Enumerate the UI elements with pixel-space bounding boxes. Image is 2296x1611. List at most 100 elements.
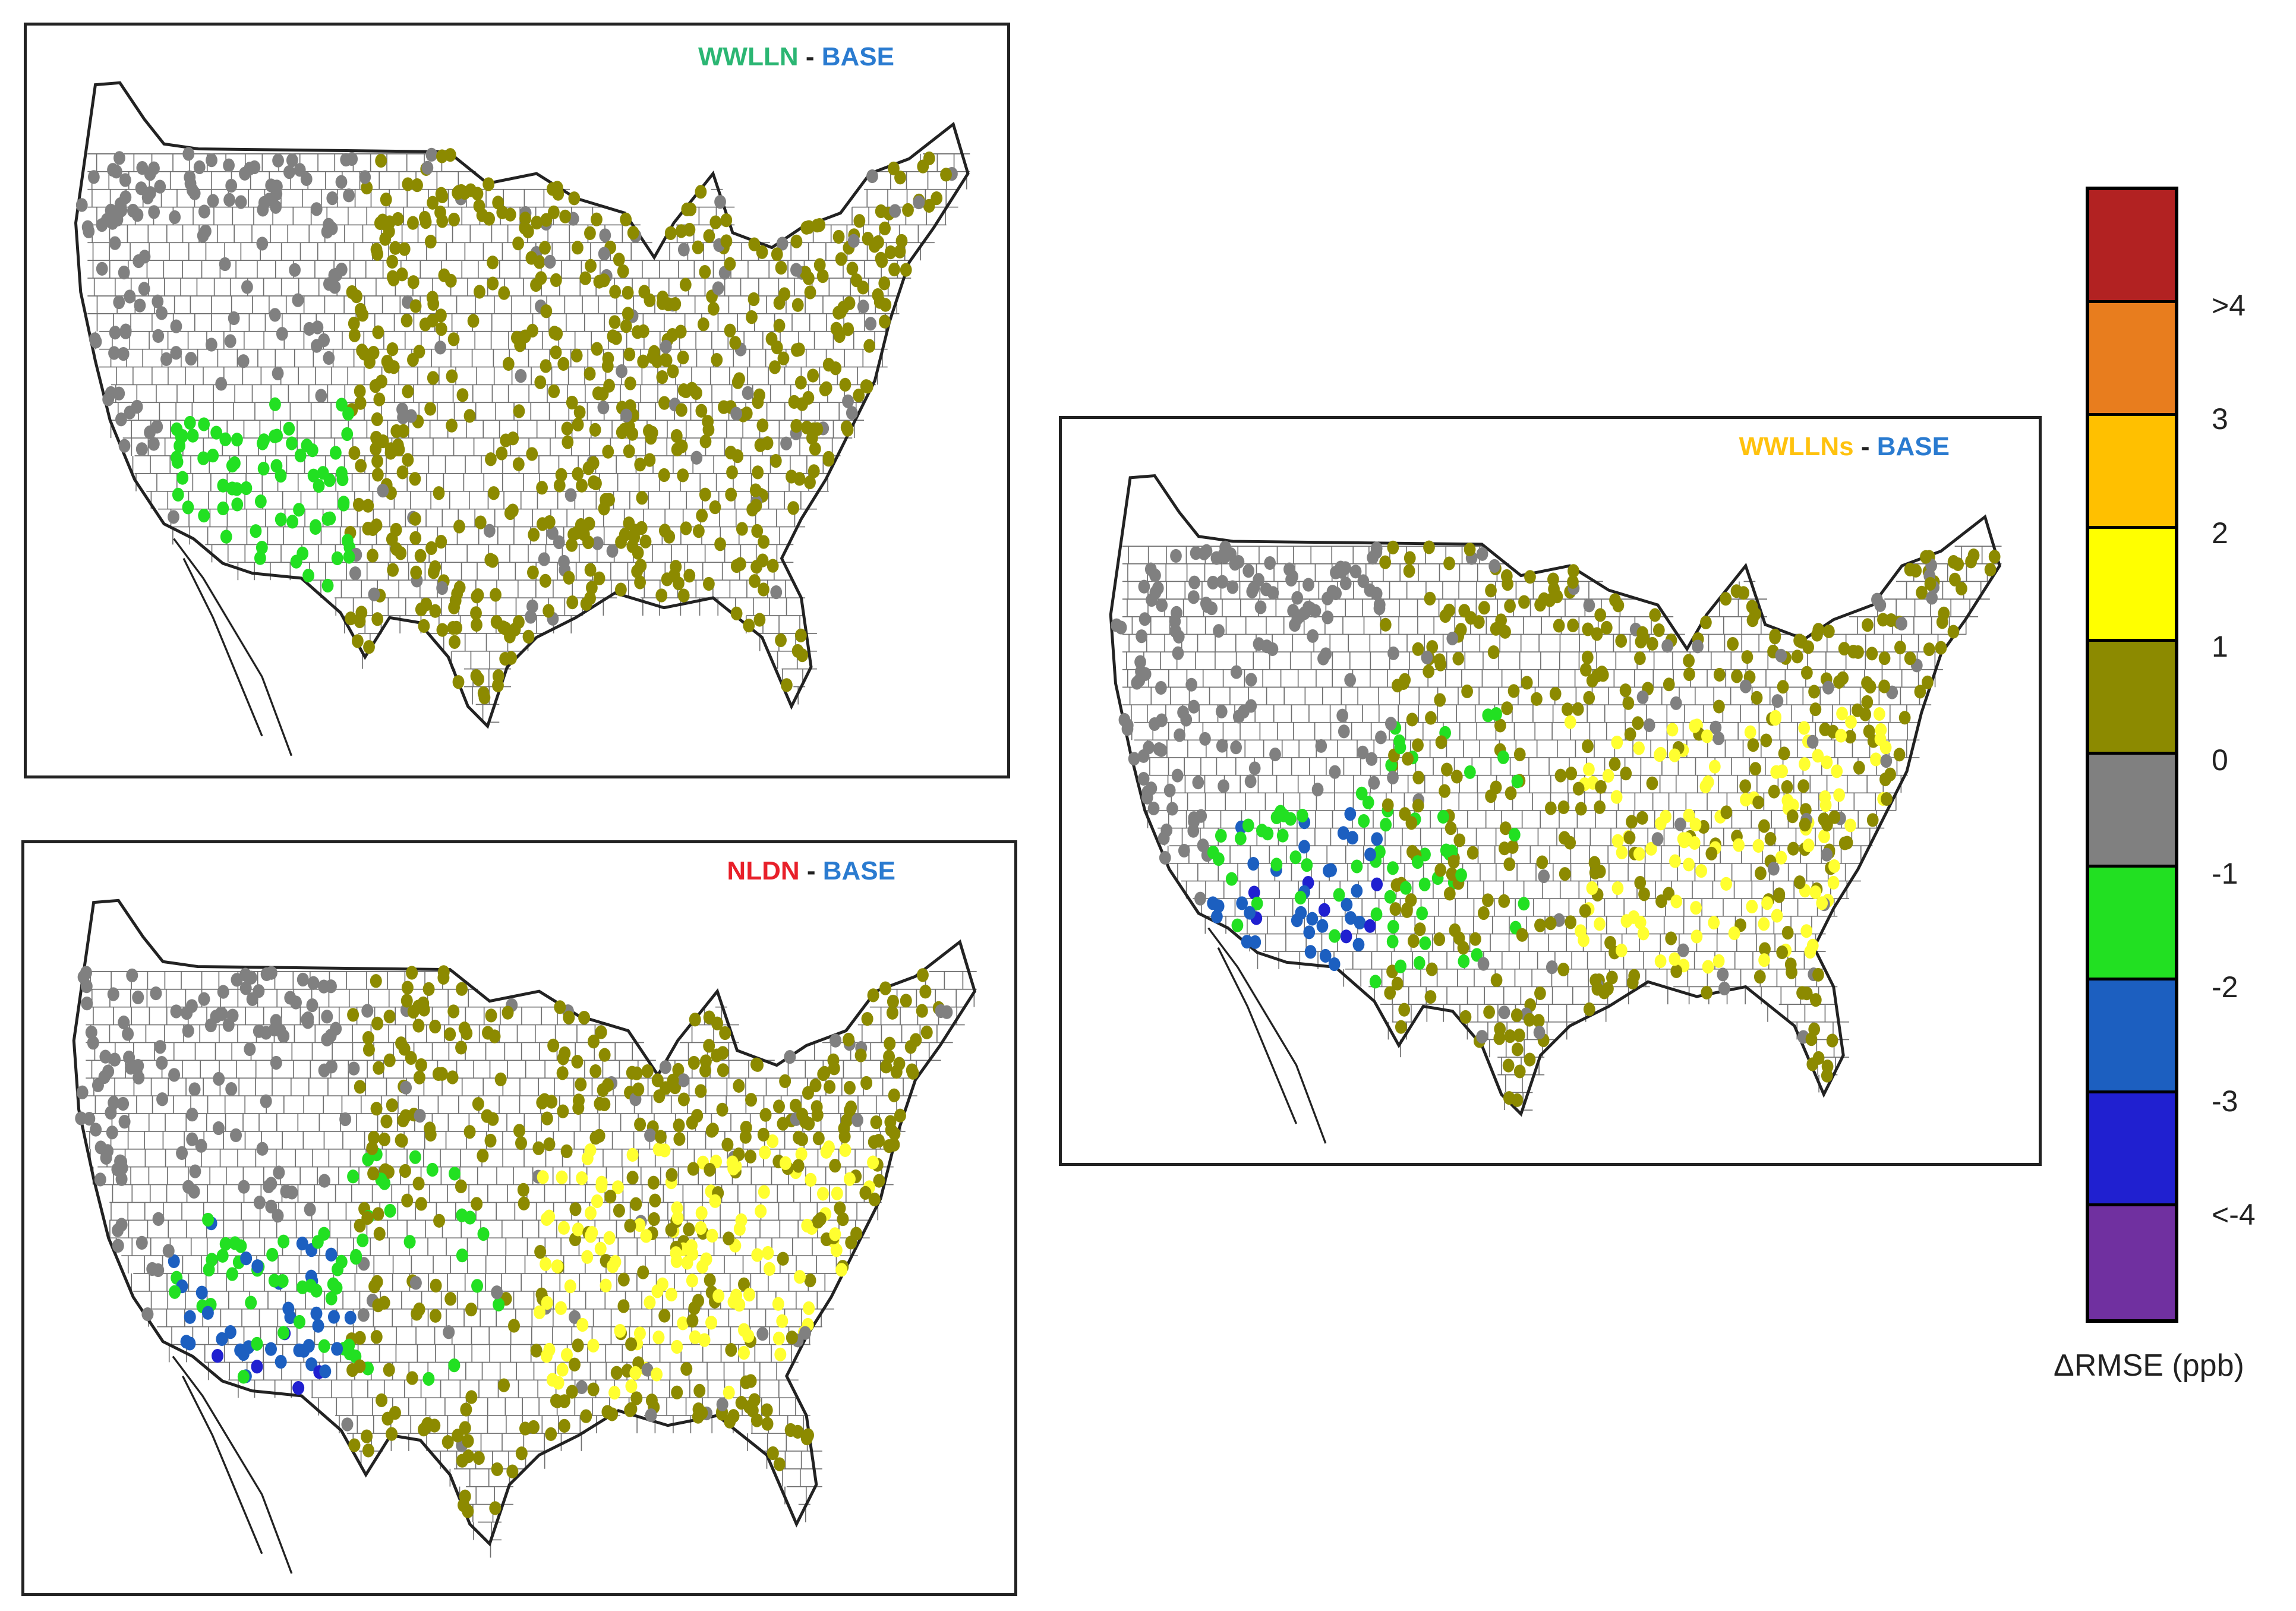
station-dot — [644, 1295, 656, 1310]
station-dot — [680, 384, 692, 399]
station-dot — [717, 1063, 729, 1077]
station-dot — [876, 254, 888, 269]
station-dot — [133, 1070, 145, 1084]
station-dot — [228, 311, 240, 326]
station-dot — [1344, 673, 1357, 687]
station-dot — [1771, 694, 1784, 708]
country-outline — [1109, 474, 2001, 1117]
station-dot — [1524, 570, 1536, 584]
station-dot — [1399, 881, 1412, 895]
station-dot — [1615, 633, 1628, 648]
station-dot — [622, 307, 634, 321]
station-dot — [487, 256, 499, 270]
station-dot — [425, 147, 438, 162]
station-dot — [846, 261, 859, 276]
station-dot — [1710, 720, 1722, 734]
station-dot — [477, 1149, 489, 1163]
station-dot — [608, 315, 621, 329]
station-dot — [168, 1254, 180, 1269]
station-dot — [189, 1164, 201, 1178]
station-dot — [634, 458, 646, 472]
station-dot — [1770, 712, 1781, 726]
station-dot — [593, 571, 605, 585]
station-dot — [1384, 717, 1397, 731]
station-dot — [1544, 801, 1557, 815]
station-dot — [364, 355, 376, 369]
station-dot — [331, 1342, 343, 1356]
station-dot — [1841, 836, 1853, 850]
station-dot — [547, 1038, 560, 1053]
station-dot — [696, 1405, 708, 1420]
station-dot — [217, 985, 229, 999]
station-dot — [584, 367, 596, 381]
station-dot — [1253, 573, 1264, 587]
station-dot — [1207, 845, 1219, 859]
station-dot — [1264, 556, 1276, 570]
panel-title: WWLLNs - BASE — [1739, 432, 1950, 462]
station-dot — [270, 459, 283, 473]
station-dot — [677, 588, 690, 603]
station-dot — [589, 423, 601, 437]
station-dot — [409, 531, 422, 546]
station-dot — [1261, 639, 1273, 654]
station-dot — [373, 1227, 386, 1241]
station-dot — [407, 275, 420, 289]
station-dot — [147, 437, 160, 451]
station-dot — [1602, 768, 1614, 783]
station-dot — [705, 1316, 718, 1330]
station-dot — [822, 450, 835, 465]
station-dot — [456, 982, 468, 996]
station-dot — [1798, 721, 1810, 735]
station-dot — [386, 1427, 398, 1441]
station-dot — [1809, 702, 1822, 717]
station-dot — [1425, 962, 1438, 976]
station-dot — [1245, 673, 1257, 687]
station-dot — [1538, 592, 1550, 606]
station-dot — [107, 163, 119, 177]
station-dot — [1367, 550, 1379, 565]
station-dot — [534, 375, 547, 389]
station-dot — [119, 173, 131, 187]
station-dot — [653, 1089, 666, 1104]
station-dot — [463, 1125, 476, 1139]
station-dot — [1609, 757, 1621, 771]
station-dot — [620, 212, 632, 226]
station-dot — [182, 1180, 195, 1194]
station-dot — [822, 1140, 835, 1155]
station-dot — [256, 1142, 269, 1156]
station-dot — [390, 542, 402, 556]
station-dot — [105, 1105, 117, 1120]
station-dot — [419, 317, 431, 332]
colorbar-tick-label: 0 — [2212, 743, 2228, 777]
station-dot — [1806, 1057, 1819, 1071]
station-dot — [465, 1302, 478, 1317]
station-dot — [135, 1235, 148, 1250]
station-dot — [1249, 935, 1261, 949]
station-dot — [186, 1108, 198, 1122]
station-dot — [472, 588, 484, 603]
station-dot — [916, 968, 929, 982]
station-dot — [229, 456, 241, 471]
station-dot — [418, 1423, 430, 1437]
station-dot — [1504, 1029, 1516, 1043]
station-dot — [409, 512, 421, 526]
station-dot — [853, 388, 865, 403]
station-dot — [525, 610, 537, 624]
station-dot — [405, 1051, 417, 1065]
station-dot — [1131, 676, 1143, 690]
station-dot — [573, 405, 586, 420]
station-dot — [1628, 969, 1641, 983]
station-dot — [597, 401, 610, 415]
station-dot — [1380, 818, 1392, 832]
station-dot — [471, 1197, 483, 1211]
station-dot — [463, 409, 476, 423]
station-dot — [718, 400, 730, 414]
station-dot — [554, 1000, 566, 1014]
station-dot — [302, 1339, 315, 1353]
panel-title: WWLLN - BASE — [698, 42, 894, 72]
station-dot — [1242, 818, 1254, 833]
colorbar-swatch — [2089, 755, 2175, 868]
station-dot — [433, 486, 445, 500]
station-dot — [1423, 664, 1435, 679]
station-dot — [1878, 679, 1890, 693]
